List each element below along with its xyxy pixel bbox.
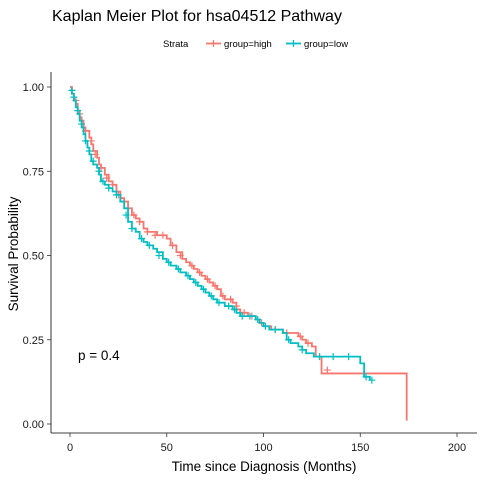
chart-title: Kaplan Meier Plot for hsa04512 Pathway [52,8,342,25]
censor-mark [246,312,254,320]
censor-mark [85,147,93,155]
plot-area [68,86,408,421]
censor-mark [230,305,238,313]
censor-mark [227,295,235,303]
censor-mark [165,258,173,266]
censor-mark [215,299,223,307]
survival-curve-high [70,86,408,421]
censor-mark [130,211,138,219]
censor-mark [296,332,304,340]
y-tick-label: 0.50 [23,251,44,263]
censor-mark [155,252,163,259]
censor-mark [316,353,324,361]
censor-mark [219,292,227,300]
censor-mark [95,167,103,175]
censor-mark [89,157,97,165]
censor-mark [207,292,215,300]
censor-mark [169,241,177,249]
censor-mark [203,275,211,283]
x-tick-label: 50 [161,442,173,454]
censor-mark [128,225,136,233]
censor-mark [329,353,337,361]
censor-mark [105,184,113,192]
survival-curve-low [70,89,371,381]
censor-mark [174,265,182,273]
censor-mark [304,339,312,347]
p-value-annotation: p = 0.4 [78,348,120,363]
censor-mark [99,177,107,185]
y-tick-label: 1.00 [23,82,44,94]
censor-mark [109,181,117,189]
censor-mark [159,231,167,239]
x-axis-title: Time since Diagnosis (Months) [172,459,357,474]
censor-mark [145,241,153,249]
y-tick-label: 0.75 [23,166,44,178]
y-tick-label: 0.00 [23,419,44,431]
censor-mark [271,326,279,334]
x-axis-ticks: 0 50 100 150 200 [67,433,466,454]
censor-mark [78,120,86,128]
censor-mark [211,282,219,290]
censor-mark [81,137,89,145]
censor-mark [184,272,192,280]
censor-mark [261,322,269,330]
y-axis-title: Survival Probability [6,196,21,311]
censor-mark [74,107,82,115]
censor-mark [285,336,293,344]
censor-mark [238,312,246,320]
legend-title: Strata [163,39,189,50]
x-tick-label: 200 [448,442,466,454]
censor-mark [112,191,120,199]
censor-mark [176,252,184,259]
censor-mark [254,316,262,324]
censor-mark [188,262,196,270]
censor-mark [192,278,200,286]
legend-label: group=low [304,39,348,50]
legend-key-mark [290,40,297,47]
censor-mark [345,353,353,361]
censor-mark [225,302,233,310]
censor-mark [103,174,111,182]
y-axis-ticks: 0.00 0.25 0.50 0.75 1.00 [23,82,51,431]
censor-mark [298,346,306,354]
y-tick-label: 0.25 [23,335,44,347]
censor-mark [70,93,78,101]
legend-label: group=high [224,39,272,50]
censor-mark [138,235,146,243]
censor-mark [362,373,370,381]
censor-mark [122,211,130,219]
censor-mark [143,228,151,236]
censor-mark [323,366,331,374]
censor-mark [136,218,144,226]
censor-mark [200,285,208,293]
censor-mark [68,86,76,94]
legend-key-mark [210,40,217,47]
censor-mark [151,231,159,239]
censor-mark [196,268,204,276]
x-tick-label: 100 [254,442,272,454]
x-tick-label: 150 [351,442,369,454]
x-tick-label: 0 [67,442,73,454]
censor-mark [91,150,99,158]
legend: Strata group=high group=low [163,39,348,50]
censor-mark [368,376,376,384]
